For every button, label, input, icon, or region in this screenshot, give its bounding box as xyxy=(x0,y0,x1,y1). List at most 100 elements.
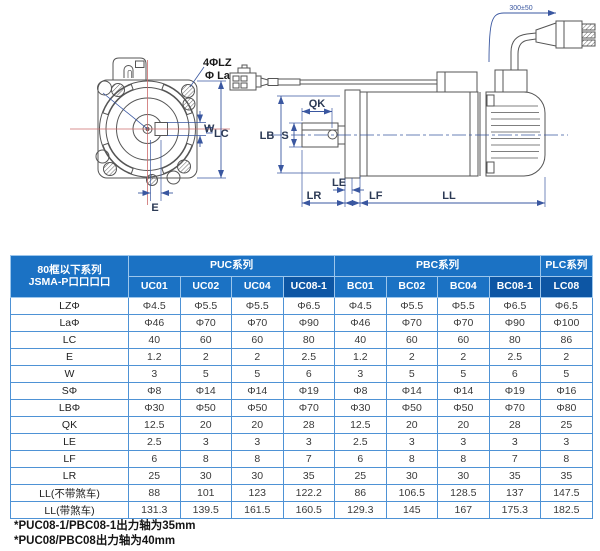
table-row: LE 2.5 3 3 3 2.5 3 3 3 3 xyxy=(10,433,593,451)
cell: 8 xyxy=(540,450,593,468)
cell: Φ80 xyxy=(540,399,593,417)
cell: 123 xyxy=(231,484,284,502)
cell: Φ16 xyxy=(540,382,593,400)
table-header: 80框以下系列 JSMA-P口口口口 PUC系列 PBC系列 PLC系列 UC0… xyxy=(10,255,593,298)
cell: 12.5 xyxy=(128,416,181,434)
table-row: LF 6 8 8 7 6 8 8 7 8 xyxy=(10,450,593,468)
cell: 35 xyxy=(282,467,336,485)
model-header-bc01: BC01 xyxy=(334,276,387,298)
cell: 129.3 xyxy=(334,501,387,519)
cell: 5 xyxy=(437,365,490,383)
row-label: E xyxy=(10,348,129,366)
motor-body xyxy=(359,91,479,177)
cell: Φ70 xyxy=(437,314,490,332)
group-header-plc: PLC系列 xyxy=(540,255,593,277)
cell: Φ46 xyxy=(128,314,181,332)
cell: 6 xyxy=(128,450,181,468)
cell: 8 xyxy=(437,450,490,468)
cell: Φ5.5 xyxy=(437,297,490,315)
cell: 6 xyxy=(282,365,336,383)
row-label: LR xyxy=(10,467,129,485)
table-row: LaΦ Φ46 Φ70 Φ70 Φ90 Φ46 Φ70 Φ70 Φ90 Φ100 xyxy=(10,314,593,332)
cell: Φ30 xyxy=(128,399,181,417)
cell: 30 xyxy=(179,467,232,485)
cell: 3 xyxy=(231,433,284,451)
cell: 80 xyxy=(488,331,542,349)
cell: 86 xyxy=(334,484,387,502)
flange-plate xyxy=(344,89,361,179)
cell: 5 xyxy=(179,365,232,383)
table-row: LZΦ Φ4.5 Φ5.5 Φ5.5 Φ6.5 Φ4.5 Φ5.5 Φ5.5 Φ6.5 Φ6.5 xyxy=(10,297,593,315)
footnote-2: *PUC08/PBC08出力轴为40mm xyxy=(14,534,176,547)
cell: 2 xyxy=(540,348,593,366)
encoder-connector xyxy=(229,64,301,91)
cell: Φ5.5 xyxy=(385,297,439,315)
cell: 137 xyxy=(488,484,542,502)
corner-line2: JSMA-P口口口口 xyxy=(28,275,111,288)
row-label: LL(不带煞车) xyxy=(10,484,129,502)
cell: 8 xyxy=(231,450,284,468)
cell: 3 xyxy=(437,433,490,451)
cell: 28 xyxy=(282,416,336,434)
footnotes: *PUC08-1/PBC08-1出力轴为35mm *PUC08/PBC08出力轴… xyxy=(14,519,196,548)
cell: 1.2 xyxy=(128,348,181,366)
cell: 28 xyxy=(488,416,542,434)
cell: Φ19 xyxy=(282,382,336,400)
row-label: LZΦ xyxy=(10,297,129,315)
table-row: E 1.2 2 2 2.5 1.2 2 2 2.5 2 xyxy=(10,348,593,366)
rear-housing xyxy=(485,91,546,177)
row-label: LF xyxy=(10,450,129,468)
cell: 60 xyxy=(385,331,439,349)
cell: 2.5 xyxy=(488,348,542,366)
cell: 40 xyxy=(128,331,181,349)
shaft-keyway-slot xyxy=(327,129,338,140)
cell: 122.2 xyxy=(282,484,336,502)
power-plug xyxy=(535,20,596,49)
cell: Φ90 xyxy=(488,314,542,332)
cell: Φ6.5 xyxy=(540,297,593,315)
dim-label-4lz: 4ΦLZ xyxy=(203,57,232,69)
cell: 147.5 xyxy=(540,484,593,502)
side-view xyxy=(229,20,596,179)
cell: 106.5 xyxy=(385,484,439,502)
square-symbol xyxy=(206,127,213,134)
cell: Φ70 xyxy=(231,314,284,332)
cell: 80 xyxy=(282,331,336,349)
cell: 7 xyxy=(282,450,336,468)
cell: 128.5 xyxy=(437,484,490,502)
bolt-circle-leader xyxy=(102,92,148,130)
dim-label-lb: LB xyxy=(260,130,275,142)
cell: Φ50 xyxy=(231,399,284,417)
table-row: QK 12.5 20 20 28 12.5 20 20 28 25 xyxy=(10,416,593,434)
cell: 7 xyxy=(488,450,542,468)
cell: Φ5.5 xyxy=(179,297,232,315)
bolt-holes xyxy=(95,80,196,186)
cell: 8 xyxy=(385,450,439,468)
cell: 20 xyxy=(385,416,439,434)
cell: 3 xyxy=(540,433,593,451)
dim-label-s: S xyxy=(281,130,288,142)
cell: Φ8 xyxy=(128,382,181,400)
cell: 30 xyxy=(231,467,284,485)
power-entry-box xyxy=(494,69,528,93)
front-connector-block xyxy=(112,57,147,80)
table-row: LBΦ Φ30 Φ50 Φ50 Φ70 Φ30 Φ50 Φ50 Φ70 Φ80 xyxy=(10,399,593,417)
cell: Φ4.5 xyxy=(128,297,181,315)
cell: Φ70 xyxy=(385,314,439,332)
table-row: LL(不带煞车) 88 101 123 122.2 86 106.5 128.5 137 147.… xyxy=(10,484,593,502)
cell: 25 xyxy=(334,467,387,485)
cell: 161.5 xyxy=(231,501,284,519)
row-label: LBΦ xyxy=(10,399,129,417)
dim-label-lf: LF xyxy=(369,190,383,202)
cell: 6 xyxy=(334,450,387,468)
dim-label-cable-length: 300±50 xyxy=(509,5,532,12)
row-label: LL(带煞车) xyxy=(10,501,129,519)
table-row: SΦ Φ8 Φ14 Φ14 Φ19 Φ8 Φ14 Φ14 Φ19 Φ16 xyxy=(10,382,593,400)
cell: Φ14 xyxy=(437,382,490,400)
model-header-uc04: UC04 xyxy=(231,276,284,298)
cell: 2 xyxy=(385,348,439,366)
corner-line1: 80框以下系列 xyxy=(37,264,102,277)
cell: 40 xyxy=(334,331,387,349)
